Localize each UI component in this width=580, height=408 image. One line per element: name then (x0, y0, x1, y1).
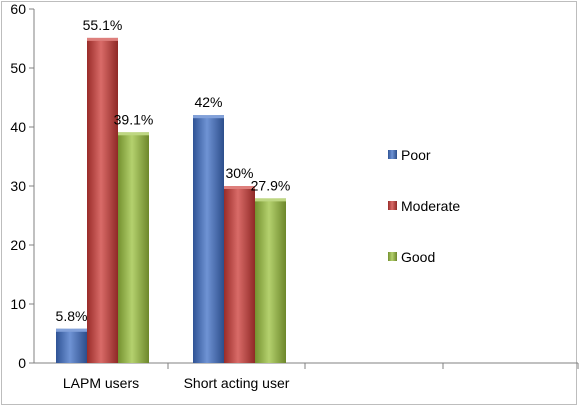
legend-swatch-poor (388, 150, 397, 159)
legend-swatch-moderate (388, 201, 397, 210)
bar-top-good-2 (255, 198, 286, 202)
y-tick-label: 60 (10, 1, 26, 17)
bar-top-moderate-1 (87, 37, 118, 41)
y-tick-label: 10 (10, 296, 26, 312)
legend-swatch-good (388, 252, 397, 261)
bar-good-1 (118, 132, 149, 363)
bar-top-good-1 (118, 132, 149, 136)
bar-top-poor-1 (56, 328, 87, 332)
bar-poor-1 (56, 328, 87, 363)
y-tick-label: 30 (10, 178, 26, 194)
y-tick-label: 50 (10, 60, 26, 76)
data-label: 30% (225, 165, 253, 181)
x-category-label: LAPM users (63, 375, 139, 391)
data-label: 39.1% (114, 111, 154, 127)
y-tick-label: 40 (10, 119, 26, 135)
data-label: 55.1% (83, 17, 123, 33)
legend-label-poor: Poor (401, 147, 431, 163)
legend-label-good: Good (401, 249, 435, 265)
bar-moderate-1 (87, 37, 118, 363)
bar-moderate-2 (224, 186, 255, 363)
data-label: 42% (194, 94, 222, 110)
bar-poor-2 (193, 115, 224, 363)
data-label: 27.9% (251, 177, 291, 193)
bar-top-poor-2 (193, 115, 224, 119)
y-tick-label: 20 (10, 237, 26, 253)
bar-good-2 (255, 198, 286, 363)
bar-top-moderate-2 (224, 186, 255, 189)
legend-label-moderate: Moderate (401, 198, 460, 214)
x-category-label: Short acting user (184, 375, 290, 391)
y-tick-label: 0 (18, 355, 26, 371)
data-label: 5.8% (56, 308, 88, 324)
